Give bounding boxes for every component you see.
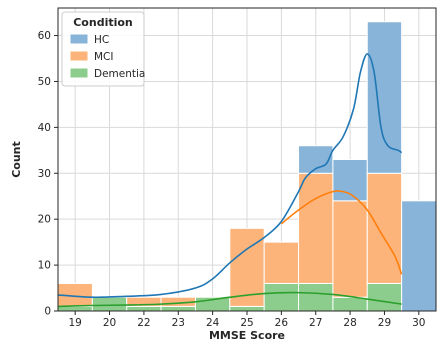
y-tick-labels: 0 10 20 30 40 50 60 xyxy=(38,30,58,318)
bar-hc-9 xyxy=(366,21,403,174)
x-tick-label: 26 xyxy=(275,317,289,329)
bar-dementia-9 xyxy=(366,282,403,312)
bar-dementia-8 xyxy=(332,296,368,312)
x-tick-label: 23 xyxy=(172,317,185,329)
bar-mci-7 xyxy=(298,172,334,284)
legend-label-dementia: Dementia xyxy=(94,68,145,80)
bar-dementia-7 xyxy=(298,282,334,312)
legend-label-hc: HC xyxy=(94,34,109,46)
bar-dementia-3 xyxy=(160,305,196,312)
bars xyxy=(57,21,437,312)
legend-swatch-hc xyxy=(69,33,89,45)
legend-swatch-dementia xyxy=(69,67,89,79)
y-tick-label: 0 xyxy=(44,306,51,318)
x-tick-label: 20 xyxy=(103,317,116,329)
bar-dementia-6 xyxy=(263,282,300,312)
bar-mci-6 xyxy=(263,241,300,284)
kde-dementia xyxy=(57,291,402,308)
y-tick-label: 50 xyxy=(38,76,51,88)
x-tick-label: 25 xyxy=(240,317,253,329)
bar-dementia-0 xyxy=(57,305,93,312)
y-axis-label: Count xyxy=(10,141,23,178)
legend-label-mci: MCI xyxy=(94,51,114,63)
y-tick-label: 40 xyxy=(38,122,51,134)
bar-dementia-5 xyxy=(229,305,265,312)
kde-curves xyxy=(57,53,403,308)
x-tick-label: 29 xyxy=(378,317,391,329)
bar-mci-8 xyxy=(332,200,368,298)
legend-title: Condition xyxy=(73,16,133,29)
x-tick-label: 30 xyxy=(412,317,425,329)
kde-mci xyxy=(280,190,403,275)
x-tick-label: 27 xyxy=(309,317,322,329)
x-tick-label: 24 xyxy=(206,317,220,329)
x-tick-label: 19 xyxy=(68,317,81,329)
x-tick-label: 22 xyxy=(137,317,150,329)
y-tick-label: 30 xyxy=(38,168,51,180)
y-tick-label: 60 xyxy=(38,30,51,42)
x-tick-label: 28 xyxy=(343,317,356,329)
kde-hc xyxy=(57,53,403,299)
y-tick-label: 20 xyxy=(38,214,51,226)
x-tick-labels: 19 20 22 23 24 25 26 27 28 29 30 xyxy=(68,311,426,329)
x-axis-label: MMSE Score xyxy=(209,329,285,342)
bar-hc-10 xyxy=(401,200,437,312)
y-tick-label: 10 xyxy=(38,260,51,272)
bar-dementia-1 xyxy=(91,296,128,312)
legend: Condition HC MCI Dementia xyxy=(61,11,145,87)
legend-swatch-mci xyxy=(69,50,89,62)
bar-mci-9 xyxy=(366,172,403,284)
bar-dementia-2 xyxy=(126,305,162,312)
